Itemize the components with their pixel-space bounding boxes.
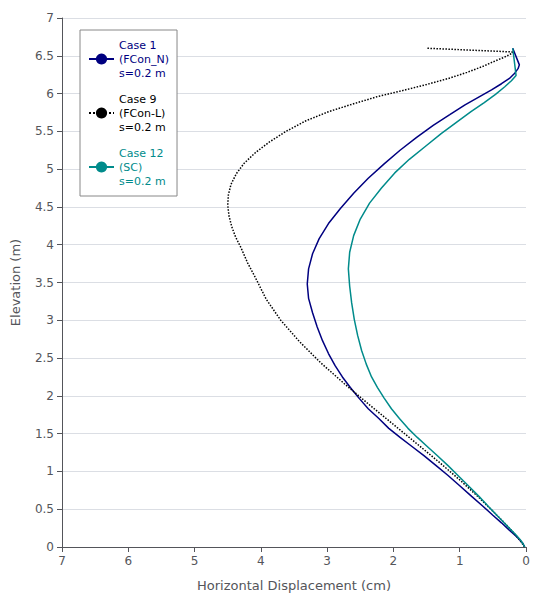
svg-text:s=0.2 m: s=0.2 m xyxy=(119,67,166,80)
svg-text:6.5: 6.5 xyxy=(35,49,54,63)
svg-text:(FCon_N): (FCon_N) xyxy=(119,53,169,66)
svg-text:3: 3 xyxy=(46,313,54,327)
svg-text:5: 5 xyxy=(46,162,54,176)
svg-text:7: 7 xyxy=(46,11,54,25)
svg-text:1: 1 xyxy=(46,464,54,478)
svg-text:1.5: 1.5 xyxy=(35,427,54,441)
svg-text:5: 5 xyxy=(191,554,199,568)
svg-text:0: 0 xyxy=(46,540,54,554)
svg-text:Case 9: Case 9 xyxy=(119,93,156,106)
svg-text:2: 2 xyxy=(390,554,398,568)
svg-text:1: 1 xyxy=(456,554,464,568)
svg-text:(FCon-L): (FCon-L) xyxy=(119,107,165,120)
svg-text:6: 6 xyxy=(124,554,132,568)
svg-text:3.5: 3.5 xyxy=(35,276,54,290)
svg-text:4: 4 xyxy=(46,238,54,252)
svg-text:4: 4 xyxy=(257,554,265,568)
svg-text:6: 6 xyxy=(46,87,54,101)
svg-text:Elevation (m): Elevation (m) xyxy=(8,239,23,326)
svg-text:Case 1: Case 1 xyxy=(119,39,156,52)
svg-text:s=0.2 m: s=0.2 m xyxy=(119,175,166,188)
svg-text:5.5: 5.5 xyxy=(35,124,54,138)
svg-text:2.5: 2.5 xyxy=(35,351,54,365)
svg-text:(SC): (SC) xyxy=(119,161,142,174)
svg-text:3: 3 xyxy=(323,554,331,568)
svg-text:s=0.2 m: s=0.2 m xyxy=(119,121,166,134)
svg-text:Case 12: Case 12 xyxy=(119,147,163,160)
svg-text:4.5: 4.5 xyxy=(35,200,54,214)
svg-text:2: 2 xyxy=(46,389,54,403)
svg-text:0: 0 xyxy=(522,554,530,568)
svg-text:7: 7 xyxy=(58,554,66,568)
svg-text:Horizontal Displacement (cm): Horizontal Displacement (cm) xyxy=(197,578,391,593)
svg-text:0.5: 0.5 xyxy=(35,502,54,516)
